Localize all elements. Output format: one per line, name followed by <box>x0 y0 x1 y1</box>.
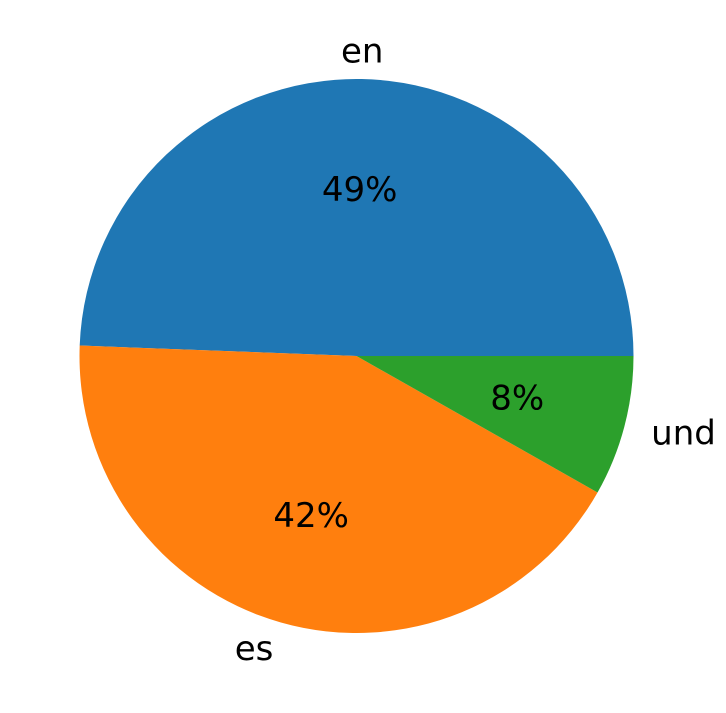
slice-label-und: und <box>651 414 716 454</box>
pie-slice-und <box>356 356 634 493</box>
slice-percent-und: 8% <box>490 378 544 418</box>
pie-slice-en <box>79 79 634 356</box>
slice-label-en: en <box>341 31 383 71</box>
pie-slice-es <box>79 345 598 633</box>
slices-layer <box>79 79 634 633</box>
slice-percent-en: 49% <box>322 170 398 210</box>
labels-layer: en 49% es 42% und 8% <box>235 31 716 669</box>
slice-label-es: es <box>235 629 274 669</box>
slice-percent-es: 42% <box>273 496 349 536</box>
